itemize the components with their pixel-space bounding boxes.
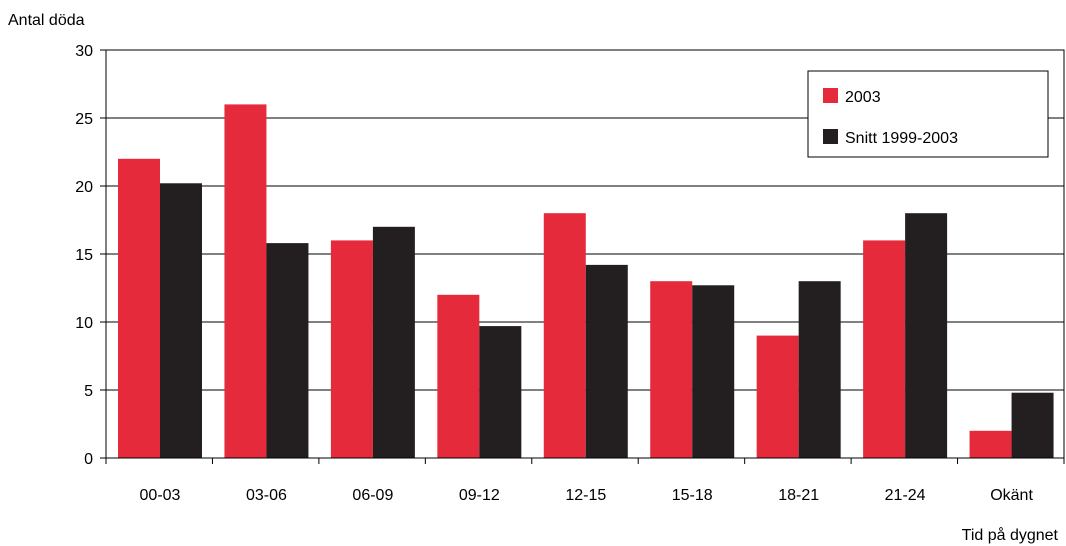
bar-series-average [905, 213, 948, 458]
x-tick-label: 06-09 [352, 487, 393, 504]
bar-series-average [479, 326, 522, 458]
y-axis-title: Antal döda [8, 12, 85, 29]
bar-series-2003 [756, 335, 799, 458]
y-tick-labels: 0 5 10 15 20 25 30 [75, 43, 93, 468]
x-tick-label: 09-12 [459, 487, 500, 504]
legend-swatch [823, 88, 838, 103]
x-tick-label: 21-24 [885, 487, 926, 504]
x-tick-label: 18-21 [778, 487, 819, 504]
bar-series-2003 [330, 240, 373, 458]
bar-series-average [585, 264, 628, 458]
bar-series-average [692, 285, 735, 458]
axes [100, 49, 1065, 464]
x-tick-label: 12-15 [565, 487, 606, 504]
x-tick-label: 00-03 [140, 487, 181, 504]
x-tick-label: 03-06 [246, 487, 287, 504]
y-tick-label: 25 [75, 111, 93, 128]
legend-box [807, 70, 1049, 158]
legend-swatch [823, 129, 838, 144]
bar-series-2003 [969, 430, 1012, 458]
bar-series-2003 [543, 213, 586, 458]
y-tick-label: 0 [84, 451, 93, 468]
bar-series-2003 [863, 240, 906, 458]
bar-series-2003 [224, 104, 267, 459]
plot-frame [105, 49, 1065, 459]
x-tick-label: 15-18 [672, 487, 713, 504]
y-tick-label: 20 [75, 179, 93, 196]
bar-series-2003 [650, 281, 693, 458]
bar-series-average [160, 183, 202, 458]
y-tick-label: 30 [75, 43, 93, 60]
y-tick-label: 5 [84, 383, 93, 400]
legend-label: 2003 [845, 89, 881, 106]
bar-series-average [372, 226, 415, 458]
legend: 2003 Snitt 1999-2003 [807, 70, 1049, 158]
bar-series-average [798, 281, 841, 458]
bar-series-2003 [118, 158, 160, 459]
x-tick-labels: 00-03 03-06 06-09 09-12 12-15 15-18 18-21 21-24… [140, 487, 1034, 504]
y-tick-label: 15 [75, 247, 93, 264]
bars [118, 104, 1054, 459]
bar-series-2003 [437, 294, 480, 458]
bar-series-average [266, 243, 309, 458]
x-tick-label: Okänt [990, 487, 1033, 504]
legend-label: Snitt 1999-2003 [845, 130, 958, 147]
bar-series-average [1011, 392, 1054, 458]
y-tick-label: 10 [75, 315, 93, 332]
x-axis-title: Tid på dygnet [962, 526, 1059, 544]
